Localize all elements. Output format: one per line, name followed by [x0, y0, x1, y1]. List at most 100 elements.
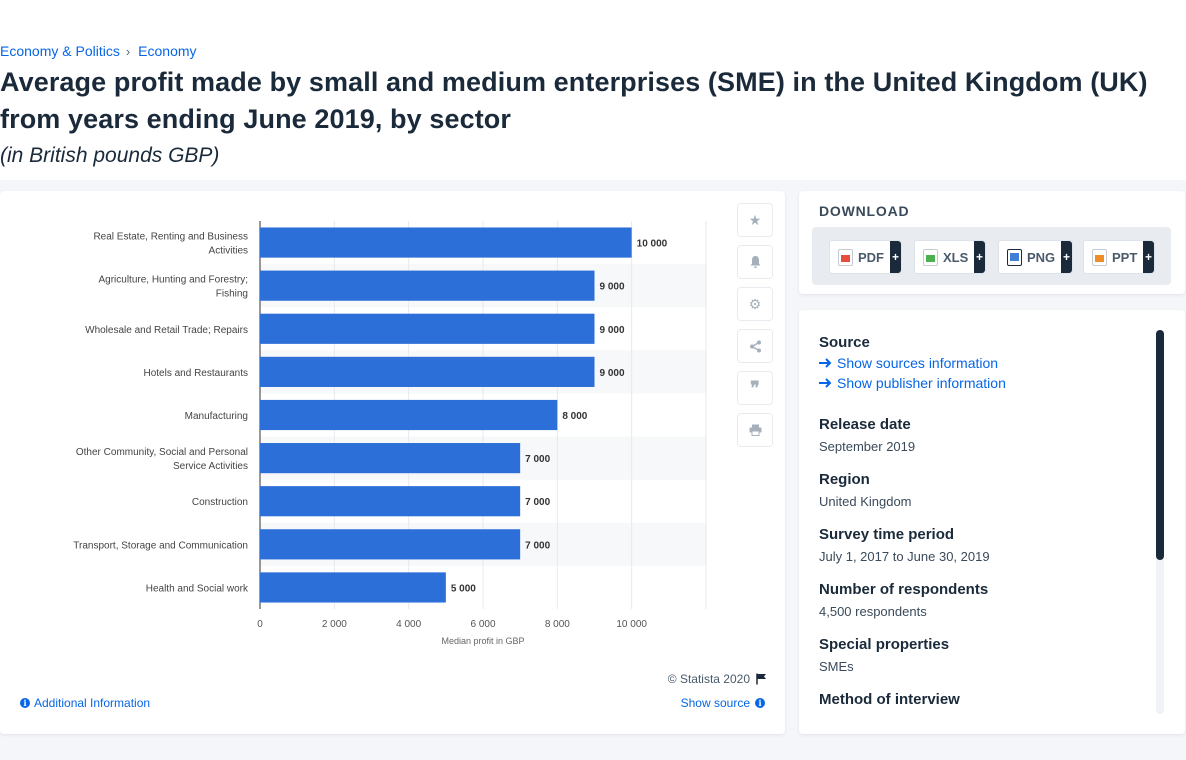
data-label: 9 000	[600, 282, 625, 293]
release-date-section: Release date September 2019	[819, 416, 915, 454]
bell-icon	[750, 256, 760, 268]
respondents-label: Number of respondents	[819, 581, 989, 598]
download-xls-button[interactable]: XLS +	[914, 240, 986, 274]
breadcrumb-item-economy-politics[interactable]: Economy & Politics	[0, 43, 120, 59]
download-button-row: PDF + XLS + PNG + PPT +	[812, 227, 1171, 285]
category-label: Other Community, Social and Personal	[76, 447, 248, 458]
star-icon: ★	[748, 211, 762, 228]
respondents-value: 4,500 respondents	[819, 604, 927, 619]
method-section: Method of interview	[819, 691, 960, 708]
bar	[260, 529, 521, 560]
breadcrumb: Economy & Politics › Economy	[0, 43, 197, 59]
scrollbar[interactable]	[1156, 330, 1164, 714]
bar	[260, 486, 521, 517]
data-label: 7 000	[525, 540, 550, 551]
additional-information-label: Additional Information	[34, 696, 151, 710]
ppt-file-icon	[1092, 248, 1107, 266]
data-label: 10 000	[637, 239, 668, 250]
download-title: DOWNLOAD	[819, 203, 910, 219]
pdf-file-icon	[838, 248, 853, 266]
category-label: Real Estate, Renting and Business	[93, 232, 248, 243]
category-label: Fishing	[216, 289, 248, 300]
data-label: 5 000	[451, 583, 476, 594]
special-properties-label: Special properties	[819, 636, 950, 653]
flag-icon[interactable]	[756, 673, 767, 685]
plus-icon: +	[1061, 241, 1072, 273]
bar	[260, 270, 595, 301]
category-label: Service Activities	[173, 461, 248, 472]
scrollbar-thumb[interactable]	[1156, 330, 1164, 560]
gear-icon: ⚙	[748, 295, 762, 312]
bar	[260, 443, 521, 474]
release-date-label: Release date	[819, 416, 911, 433]
top-bar	[0, 0, 1186, 40]
category-label: Manufacturing	[185, 411, 248, 422]
category-label: Wholesale and Retail Trade; Repairs	[85, 325, 248, 336]
info-icon: i	[20, 698, 30, 708]
survey-period-value: July 1, 2017 to June 30, 2019	[819, 549, 990, 564]
source-label: Source	[819, 334, 870, 351]
plus-icon: +	[974, 241, 985, 273]
arrow-right-icon	[819, 358, 832, 368]
print-icon	[749, 424, 761, 436]
bar	[260, 399, 558, 431]
category-label: Health and Social work	[146, 583, 249, 594]
data-label: 7 000	[525, 454, 550, 465]
special-properties-value: SMEs	[819, 659, 854, 674]
breadcrumb-item-economy[interactable]: Economy	[138, 43, 197, 59]
data-label: 7 000	[525, 497, 550, 508]
favorite-button[interactable]: ★	[737, 203, 773, 237]
arrow-right-icon	[819, 378, 832, 388]
show-publisher-label: Show publisher information	[837, 375, 1006, 391]
download-xls-label: XLS	[943, 249, 969, 265]
quote-icon: ❞	[750, 377, 760, 398]
download-ppt-button[interactable]: PPT +	[1083, 240, 1155, 274]
respondents-section: Number of respondents 4,500 respondents	[819, 581, 988, 619]
show-sources-label: Show sources information	[837, 355, 999, 371]
show-source-link[interactable]: Show source i	[681, 696, 765, 710]
download-pdf-label: PDF	[858, 249, 884, 265]
show-source-label: Show source	[680, 696, 750, 710]
cite-button[interactable]: ❞	[737, 371, 773, 405]
copyright-notice: © Statista 2020	[668, 672, 767, 686]
x-tick-label: 0	[257, 619, 263, 630]
bar	[260, 572, 446, 603]
share-button[interactable]	[737, 329, 773, 363]
download-png-label: PNG	[1027, 249, 1056, 265]
source-section: Source Show sources information Show pub…	[819, 334, 1006, 391]
show-publisher-link[interactable]: Show publisher information	[819, 375, 1006, 391]
bar	[260, 356, 595, 387]
x-tick-label: 4 000	[396, 619, 421, 630]
data-label: 8 000	[562, 411, 587, 422]
region-section: Region United Kingdom	[819, 471, 912, 509]
settings-button[interactable]: ⚙	[737, 287, 773, 321]
bar-chart: 10 000 Real Estate, Renting and Business A…	[73, 221, 707, 646]
region-label: Region	[819, 471, 870, 488]
survey-period-section: Survey time period July 1, 2017 to June …	[819, 526, 990, 564]
png-file-icon	[1007, 248, 1022, 266]
method-label: Method of interview	[819, 691, 960, 708]
category-label: Transport, Storage and Communication	[73, 540, 248, 551]
copyright-text: © Statista 2020	[667, 672, 750, 686]
bar	[260, 313, 595, 344]
print-button[interactable]	[737, 413, 773, 447]
data-label: 9 000	[600, 368, 625, 379]
page-title: Average profit made by small and medium …	[0, 67, 1148, 134]
chevron-right-icon: ›	[125, 43, 131, 59]
data-label: 9 000	[600, 325, 625, 336]
special-properties-section: Special properties SMEs	[819, 636, 949, 674]
additional-information-link[interactable]: i Additional Information	[20, 696, 150, 710]
share-icon	[749, 340, 761, 352]
survey-period-label: Survey time period	[819, 526, 955, 543]
region-value: United Kingdom	[819, 494, 912, 509]
page-subtitle: (in British pounds GBP)	[0, 144, 220, 167]
category-label: Construction	[192, 497, 248, 508]
x-tick-label: 10 000	[616, 619, 647, 630]
download-png-button[interactable]: PNG +	[998, 240, 1073, 274]
download-ppt-label: PPT	[1112, 249, 1138, 265]
notification-button[interactable]	[737, 245, 773, 279]
download-pdf-button[interactable]: PDF +	[829, 240, 902, 274]
category-label: Hotels and Restaurants	[143, 368, 248, 379]
show-sources-link[interactable]: Show sources information	[819, 355, 1006, 371]
plus-icon: +	[1143, 241, 1154, 273]
